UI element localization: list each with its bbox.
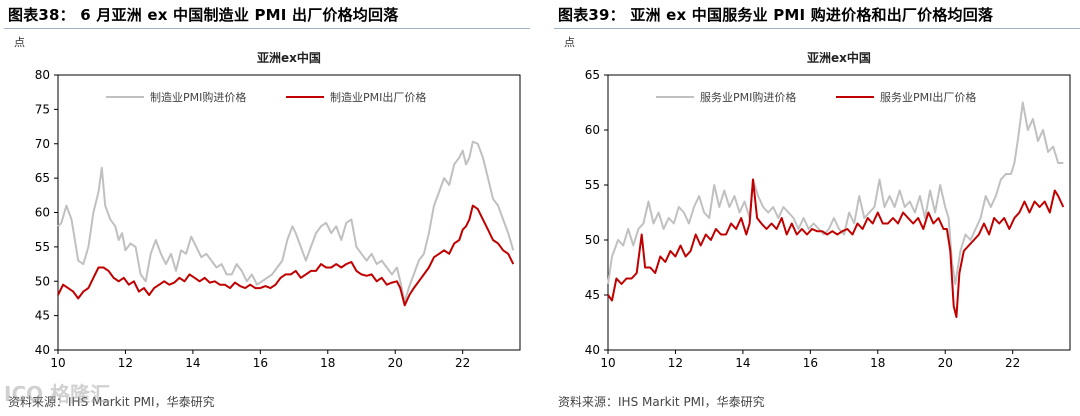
x-tick-label: 14 xyxy=(185,356,200,370)
source-note: 资料来源：IHS Markit PMI，华泰研究 xyxy=(558,395,765,409)
y-tick-label: 70 xyxy=(35,137,50,151)
x-tick-label: 20 xyxy=(388,356,403,370)
y-tick-label: 40 xyxy=(585,343,600,357)
series-line-1 xyxy=(57,204,515,307)
x-tick-label: 16 xyxy=(803,356,818,370)
y-tick-label: 45 xyxy=(35,309,50,323)
title-rule xyxy=(4,28,530,29)
y-tick-label: 80 xyxy=(35,68,50,82)
x-tick-label: 16 xyxy=(253,356,268,370)
legend-label: 制造业PMI出厂价格 xyxy=(330,90,426,104)
legend-label: 服务业PMI出厂价格 xyxy=(880,90,976,104)
source-note: 资料来源：IHS Markit PMI，华泰研究 xyxy=(8,395,215,409)
chart-panel-services: 图表39： 亚洲 ex 中国服务业 PMI 购进价格和出厂价格均回落 点亚洲ex… xyxy=(550,0,1080,416)
x-tick-label: 20 xyxy=(938,356,953,370)
chart-title: 亚洲ex中国 xyxy=(257,50,321,65)
x-tick-label: 10 xyxy=(600,356,615,370)
series-line-0 xyxy=(57,140,515,303)
x-tick-label: 22 xyxy=(1005,356,1020,370)
y-tick-label: 60 xyxy=(585,123,600,137)
y-tick-label: 50 xyxy=(585,233,600,247)
x-tick-label: 14 xyxy=(735,356,750,370)
legend-label: 服务业PMI购进价格 xyxy=(700,90,796,104)
y-tick-label: 60 xyxy=(35,206,50,220)
y-tick-label: 65 xyxy=(585,68,600,82)
chart-panel-manufacturing: 图表38： 6 月亚洲 ex 中国制造业 PMI 出厂价格均回落 点亚洲ex中国… xyxy=(0,0,530,416)
y-tick-label: 65 xyxy=(35,171,50,185)
figure-title: 图表39： 亚洲 ex 中国服务业 PMI 购进价格和出厂价格均回落 xyxy=(558,6,994,24)
y-tick-label: 75 xyxy=(35,102,50,116)
x-tick-label: 18 xyxy=(320,356,335,370)
title-rule xyxy=(554,28,1080,29)
plot-frame xyxy=(57,74,521,351)
legend-label: 制造业PMI购进价格 xyxy=(150,90,246,104)
x-tick-label: 10 xyxy=(50,356,65,370)
y-tick-label: 40 xyxy=(35,343,50,357)
series-line-1 xyxy=(607,178,1065,318)
y-tick-label: 55 xyxy=(585,178,600,192)
x-tick-label: 12 xyxy=(668,356,683,370)
y-tick-label: 50 xyxy=(35,274,50,288)
figure-title: 图表38： 6 月亚洲 ex 中国制造业 PMI 出厂价格均回落 xyxy=(8,6,399,24)
x-tick-label: 18 xyxy=(870,356,885,370)
y-unit-label: 点 xyxy=(14,36,25,49)
watermark: ICO 格隆汇 xyxy=(4,382,111,406)
plot-frame xyxy=(607,74,1071,351)
y-unit-label: 点 xyxy=(564,36,575,49)
y-tick-label: 55 xyxy=(35,240,50,254)
x-tick-label: 22 xyxy=(455,356,470,370)
chart-title: 亚洲ex中国 xyxy=(807,50,871,65)
series-line-0 xyxy=(607,101,1064,285)
y-tick-label: 45 xyxy=(585,288,600,302)
x-tick-label: 12 xyxy=(118,356,133,370)
